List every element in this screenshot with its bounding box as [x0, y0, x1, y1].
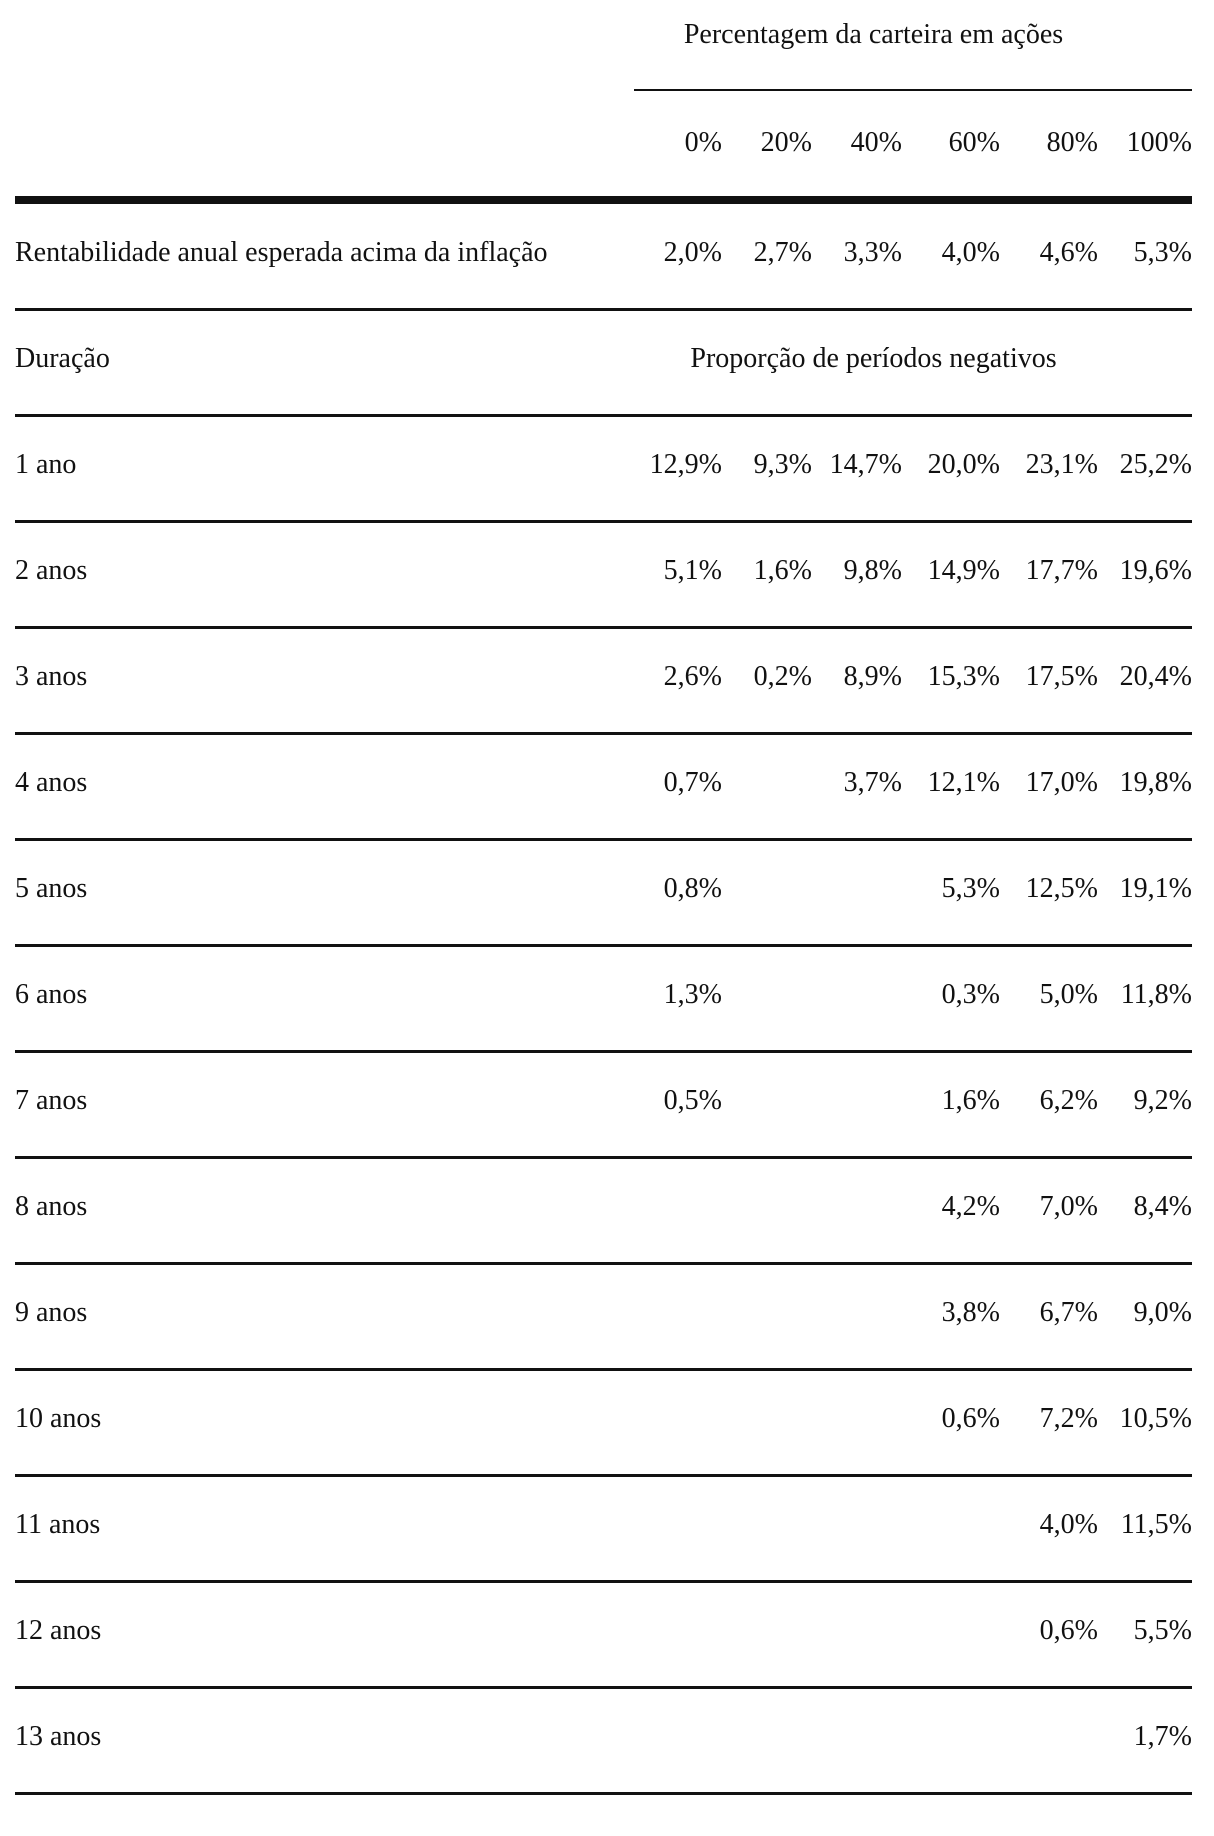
- header-thick-rule: [15, 196, 1192, 204]
- group-title-rule: [634, 89, 1192, 91]
- row-value: 4,2%: [941, 1191, 1000, 1222]
- row-value: 25,2%: [1119, 449, 1192, 480]
- row-value: 23,1%: [1025, 449, 1098, 480]
- row-divider: [15, 944, 1192, 947]
- row-value: 15,3%: [927, 661, 1000, 692]
- row-value: 9,8%: [843, 555, 902, 586]
- row-divider: [15, 414, 1192, 417]
- row-value: 10,5%: [1119, 1403, 1192, 1434]
- row-value: 12,9%: [649, 449, 722, 480]
- row-divider: [15, 1580, 1192, 1583]
- row-label: 7 anos: [15, 1085, 88, 1116]
- row-value: 14,7%: [829, 449, 902, 480]
- proportion-title: Proporção de períodos negativos: [690, 343, 1057, 374]
- row-value: 14,9%: [927, 555, 1000, 586]
- row-value: 0,8%: [663, 873, 722, 904]
- row-value: 20,0%: [927, 449, 1000, 480]
- row-value: 5,1%: [663, 555, 722, 586]
- row-divider: [15, 308, 1192, 311]
- row-value: 6,2%: [1039, 1085, 1098, 1116]
- row-value: 17,7%: [1025, 555, 1098, 586]
- row-label: 13 anos: [15, 1721, 102, 1752]
- row-label: 5 anos: [15, 873, 88, 904]
- row-divider: [15, 1792, 1192, 1795]
- row-value: 3,7%: [843, 767, 902, 798]
- row-value: 19,1%: [1119, 873, 1192, 904]
- row-divider: [15, 1368, 1192, 1371]
- row-value: 1,6%: [753, 555, 812, 586]
- column-header-40: 40%: [850, 127, 902, 158]
- row-value: 19,6%: [1119, 555, 1192, 586]
- row-value: 0,2%: [753, 661, 812, 692]
- row-label: 11 anos: [15, 1509, 101, 1540]
- row-value: 9,3%: [753, 449, 812, 480]
- row-label: 12 anos: [15, 1615, 102, 1646]
- expected-return-value: 5,3%: [1133, 237, 1192, 268]
- row-label: 10 anos: [15, 1403, 102, 1434]
- row-label: 1 ano: [15, 449, 77, 480]
- row-value: 20,4%: [1119, 661, 1192, 692]
- row-value: 12,1%: [927, 767, 1000, 798]
- row-value: 9,0%: [1133, 1297, 1192, 1328]
- expected-return-value: 4,6%: [1039, 237, 1098, 268]
- expected-return-label: Rentabilidade anual esperada acima da in…: [15, 237, 548, 268]
- row-divider: [15, 1686, 1192, 1689]
- expected-return-value: 4,0%: [941, 237, 1000, 268]
- column-header-80: 80%: [1046, 127, 1098, 158]
- expected-return-value: 2,7%: [753, 237, 812, 268]
- row-value: 11,8%: [1120, 979, 1192, 1010]
- row-label: 6 anos: [15, 979, 88, 1010]
- row-label: 8 anos: [15, 1191, 88, 1222]
- group-title: Percentagem da carteira em ações: [683, 19, 1064, 50]
- row-divider: [15, 626, 1192, 629]
- row-value: 0,5%: [663, 1085, 722, 1116]
- expected-return-value: 3,3%: [843, 237, 902, 268]
- row-divider: [15, 838, 1192, 841]
- row-divider: [15, 1474, 1192, 1477]
- row-label: 3 anos: [15, 661, 88, 692]
- row-value: 4,0%: [1039, 1509, 1098, 1540]
- row-value: 12,5%: [1025, 873, 1098, 904]
- row-value: 0,6%: [1039, 1615, 1098, 1646]
- row-divider: [15, 732, 1192, 735]
- row-value: 8,9%: [843, 661, 902, 692]
- row-divider: [15, 1050, 1192, 1053]
- row-value: 1,6%: [941, 1085, 1000, 1116]
- row-value: 0,6%: [941, 1403, 1000, 1434]
- row-value: 17,5%: [1025, 661, 1098, 692]
- column-header-0: 0%: [684, 127, 722, 158]
- expected-return-value: 2,0%: [663, 237, 722, 268]
- row-value: 1,7%: [1133, 1721, 1192, 1752]
- row-divider: [15, 1156, 1192, 1159]
- row-value: 11,5%: [1120, 1509, 1192, 1540]
- row-value: 9,2%: [1133, 1085, 1192, 1116]
- row-value: 0,3%: [941, 979, 1000, 1010]
- row-value: 7,2%: [1039, 1403, 1098, 1434]
- column-header-20: 20%: [760, 127, 812, 158]
- column-header-60: 60%: [948, 127, 1000, 158]
- row-value: 1,3%: [663, 979, 722, 1010]
- row-value: 7,0%: [1039, 1191, 1098, 1222]
- row-value: 3,8%: [941, 1297, 1000, 1328]
- row-label: 4 anos: [15, 767, 88, 798]
- row-divider: [15, 1262, 1192, 1265]
- row-label: 2 anos: [15, 555, 88, 586]
- row-divider: [15, 520, 1192, 523]
- row-value: 17,0%: [1025, 767, 1098, 798]
- row-value: 0,7%: [663, 767, 722, 798]
- duration-label: Duração: [15, 343, 110, 374]
- row-value: 8,4%: [1133, 1191, 1192, 1222]
- row-value: 5,5%: [1133, 1615, 1192, 1646]
- row-value: 6,7%: [1039, 1297, 1098, 1328]
- row-value: 5,3%: [941, 873, 1000, 904]
- column-header-100: 100%: [1126, 127, 1192, 158]
- row-value: 2,6%: [663, 661, 722, 692]
- row-value: 19,8%: [1119, 767, 1192, 798]
- row-value: 5,0%: [1039, 979, 1098, 1010]
- row-label: 9 anos: [15, 1297, 88, 1328]
